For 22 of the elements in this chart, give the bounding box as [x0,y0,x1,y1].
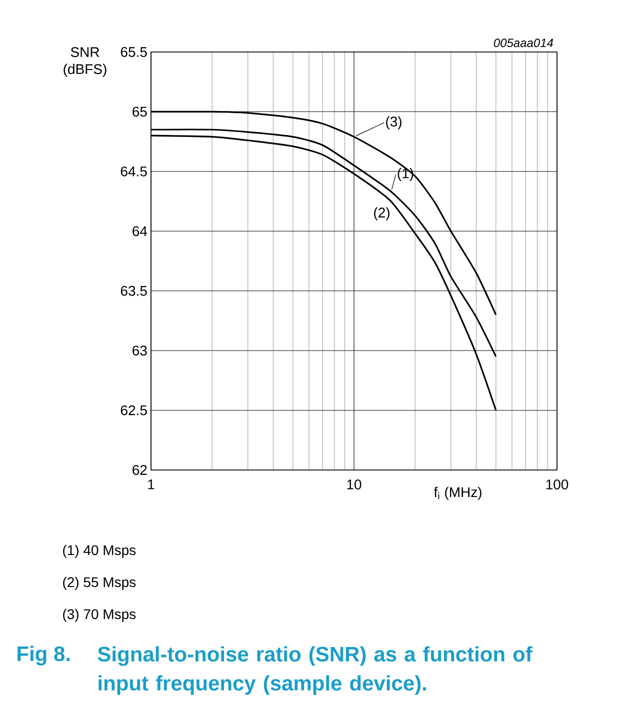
x-axis-title: f$_{i}$ (MHz) [434,486,482,500]
text: (1) 40 Msps [63,544,136,558]
legend-label: (1) [398,168,414,182]
caption: Fig 8. [18,646,70,666]
series-label: (2) [374,207,390,220]
text: Signal-to-noise ratio (SNR) as a function of input frequency (sample device). [98,646,532,695]
y-tick-label: 64 [132,226,148,236]
text: (2) 55 Msps [63,576,136,590]
y-tick-label: 63.5 [120,286,147,296]
x-tick-label: 10 [347,480,362,490]
text: 005aaa014 [494,38,554,48]
y-tick-label: 64.5 [120,166,147,176]
y-tick-label: 63 [132,346,147,356]
x-tick-label: 1 [148,480,154,490]
text: (3) 70 Msps [63,608,136,622]
y-tick-label: 62.5 [120,405,147,416]
legend-label: (3) [386,116,402,130]
y-tick-label: 62 [132,465,147,475]
y-axis-title: SNR (dBFS) [64,47,106,77]
y-tick-label: 65 [132,106,147,117]
y-tick-label: 65.5 [120,47,147,57]
x-tick-label: 100 [546,480,568,490]
